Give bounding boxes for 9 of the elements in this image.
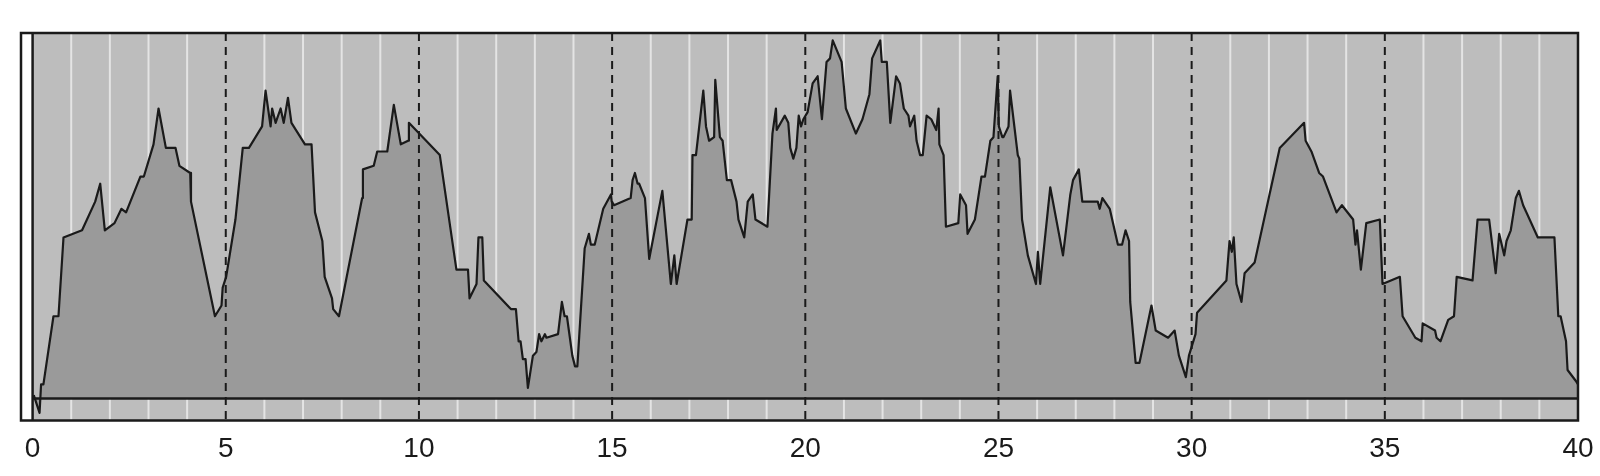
x-tick-label: 15 <box>596 431 628 463</box>
x-tick-label: 35 <box>1369 431 1401 463</box>
x-tick-label: 0 <box>24 431 41 463</box>
x-tick-label: 40 <box>1562 431 1594 463</box>
x-tick-label: 30 <box>1176 431 1208 463</box>
x-tick-label: 20 <box>789 431 821 463</box>
x-tick-label: 5 <box>217 431 234 463</box>
x-tick-label: 25 <box>982 431 1015 463</box>
x-tick-label: 10 <box>403 431 435 463</box>
